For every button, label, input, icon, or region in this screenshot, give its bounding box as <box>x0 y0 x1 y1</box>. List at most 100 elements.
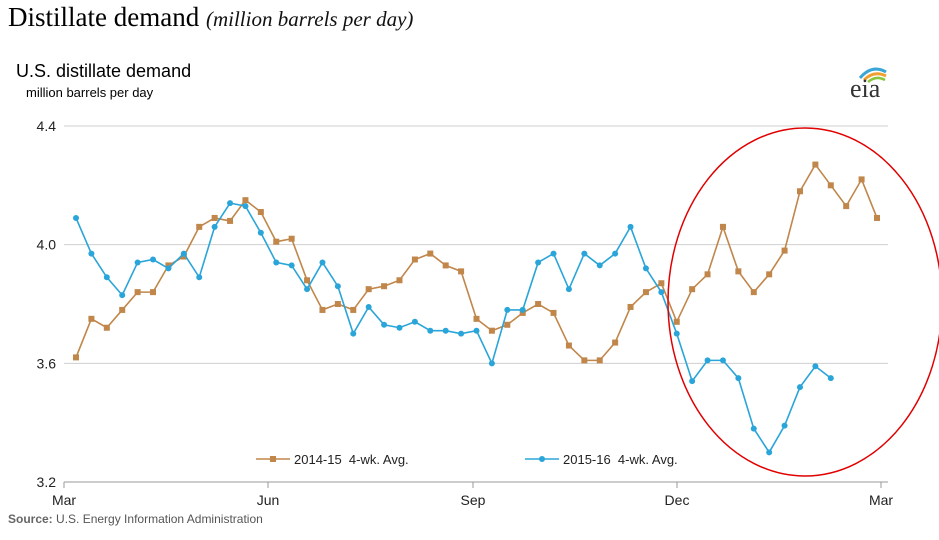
data-point <box>427 327 434 334</box>
data-point <box>719 223 726 230</box>
data-point <box>257 229 264 236</box>
source-text: U.S. Energy Information Administration <box>56 512 263 526</box>
data-point <box>73 214 79 221</box>
chart-title: U.S. distillate demand <box>16 61 192 81</box>
data-point <box>442 327 449 334</box>
x-tick-label: Mar <box>52 492 76 508</box>
data-point <box>134 259 141 266</box>
data-point <box>550 250 557 257</box>
data-point <box>735 268 742 275</box>
data-point <box>488 327 495 334</box>
x-tick-label: Mar <box>869 492 893 508</box>
data-point <box>781 422 788 429</box>
eia-logo-arcs <box>858 67 887 83</box>
page-title: Distillate demand <box>8 2 200 32</box>
data-point <box>273 238 280 245</box>
data-point <box>565 342 572 349</box>
data-point <box>642 289 649 296</box>
data-point <box>488 360 495 367</box>
data-point <box>304 277 311 284</box>
data-point <box>843 203 850 210</box>
legend-marker <box>539 456 545 462</box>
data-point <box>658 289 665 296</box>
data-point <box>196 274 203 281</box>
data-point <box>396 324 403 331</box>
data-point <box>766 271 773 278</box>
data-point <box>627 223 634 230</box>
data-point <box>350 306 357 313</box>
data-point <box>227 200 234 207</box>
data-point <box>411 256 418 263</box>
data-point <box>242 197 249 204</box>
highlight-ellipse <box>667 127 939 477</box>
data-point <box>874 214 880 221</box>
data-point <box>565 286 572 293</box>
data-point <box>473 327 480 334</box>
data-point <box>73 354 79 361</box>
data-point <box>365 286 372 293</box>
data-point <box>504 321 511 328</box>
data-point <box>257 209 264 216</box>
data-point <box>103 274 110 281</box>
legend-marker <box>270 456 276 462</box>
data-point <box>350 330 357 337</box>
data-point <box>766 449 773 456</box>
data-point <box>596 262 603 269</box>
data-point <box>119 292 126 299</box>
data-point <box>550 309 557 316</box>
data-point <box>319 259 326 266</box>
data-point <box>642 265 649 272</box>
page-subtitle: (million barrels per day) <box>205 7 414 31</box>
data-point <box>704 271 711 278</box>
data-point <box>612 250 619 257</box>
legend-label: 2015-16 4-wk. Avg. <box>563 452 678 467</box>
data-point <box>150 256 157 263</box>
data-point <box>673 318 680 325</box>
data-point <box>689 378 696 385</box>
data-point <box>581 357 588 364</box>
data-point <box>535 301 542 307</box>
data-point <box>103 324 110 331</box>
data-point <box>381 283 388 290</box>
data-point <box>581 250 588 257</box>
data-point <box>704 357 711 364</box>
source-label: Source: <box>8 512 53 526</box>
legend: 2014-15 4-wk. Avg. 2015-16 4-wk. Avg. <box>256 452 678 467</box>
eia-logo-text: eia <box>850 74 881 103</box>
data-point <box>396 277 403 284</box>
data-point <box>781 247 788 254</box>
data-point <box>242 203 249 210</box>
data-point <box>442 262 449 269</box>
data-point <box>796 384 803 391</box>
data-point <box>750 289 757 296</box>
data-point <box>227 217 234 224</box>
data-point <box>211 223 218 230</box>
data-point <box>427 250 434 257</box>
data-point <box>180 250 187 257</box>
data-point <box>334 301 341 307</box>
data-point <box>88 315 95 322</box>
data-point <box>365 303 372 310</box>
data-point <box>411 318 418 325</box>
data-point <box>750 425 757 432</box>
data-point <box>796 188 803 195</box>
data-point <box>288 235 295 242</box>
y-tick-label: 3.2 <box>37 474 57 490</box>
data-point <box>473 315 480 322</box>
data-point <box>273 259 280 266</box>
data-point <box>735 375 742 382</box>
data-point <box>381 321 388 328</box>
data-point <box>319 306 326 313</box>
data-point <box>304 286 311 293</box>
eia-logo: eia <box>846 66 896 104</box>
data-point <box>535 259 542 266</box>
data-point <box>812 161 819 168</box>
data-point <box>519 306 526 313</box>
data-point <box>119 306 126 313</box>
chart-units-label: million barrels per day <box>26 85 154 100</box>
page-heading: Distillate demand (million barrels per d… <box>8 2 413 33</box>
data-point <box>134 289 141 296</box>
source-note: Source: U.S. Energy Information Administ… <box>8 512 263 526</box>
axes: 3.2 3.6 4.0 4.4 Mar Jun Sep Dec Mar <box>37 118 894 508</box>
